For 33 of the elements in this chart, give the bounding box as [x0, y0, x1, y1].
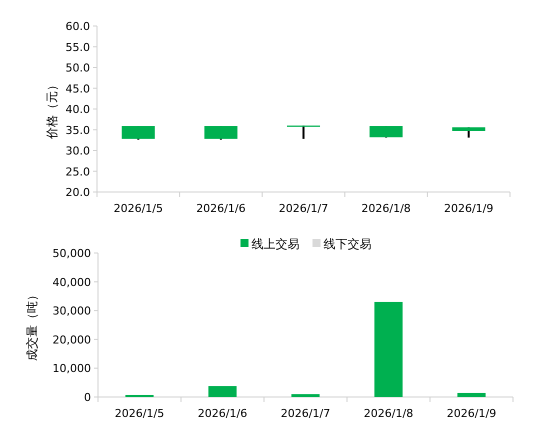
- x-tick-label: 2026/1/9: [444, 202, 494, 215]
- y-tick-label: 40,000: [52, 276, 91, 289]
- y-tick-label: 35.0: [66, 124, 90, 137]
- y-axis-title: 成交量（吨）: [25, 289, 39, 361]
- bar: [291, 394, 320, 397]
- y-tick-label: 30,000: [52, 304, 91, 318]
- x-tick-label: 2026/1/7: [278, 202, 328, 215]
- y-tick-label: 30.0: [66, 144, 90, 158]
- y-tick-label: 50.0: [66, 62, 90, 74]
- y-axis-title: 价格（元）: [45, 79, 59, 140]
- x-tick-label: 2026/1/5: [114, 202, 164, 215]
- bar: [208, 386, 237, 397]
- x-tick-label: 2026/1/7: [280, 407, 330, 420]
- x-tick-label: 2026/1/6: [196, 202, 246, 215]
- legend-label: 线上交易: [252, 237, 300, 251]
- bar: [374, 302, 403, 397]
- legend-label: 线下交易: [324, 237, 372, 251]
- y-tick-label: 60.0: [66, 20, 90, 33]
- x-tick-label: 2026/1/8: [361, 202, 411, 215]
- y-tick-label: 45.0: [66, 82, 90, 96]
- y-tick-label: 25.0: [66, 165, 90, 178]
- x-tick-label: 2026/1/5: [114, 407, 164, 420]
- x-tick-label: 2026/1/6: [198, 407, 248, 420]
- y-tick-label: 10,000: [52, 362, 91, 376]
- y-tick-label: 55.0: [66, 40, 90, 54]
- y-tick-label: 40.0: [66, 103, 90, 116]
- y-tick-label: 20,000: [52, 333, 91, 346]
- bar: [457, 392, 486, 397]
- y-tick-label: 50,000: [52, 247, 91, 260]
- y-tick-label: 20.0: [66, 186, 90, 199]
- x-tick-label: 2026/1/8: [364, 407, 414, 420]
- x-tick-label: 2026/1/9: [446, 407, 496, 420]
- y-tick-label: 0: [84, 391, 91, 404]
